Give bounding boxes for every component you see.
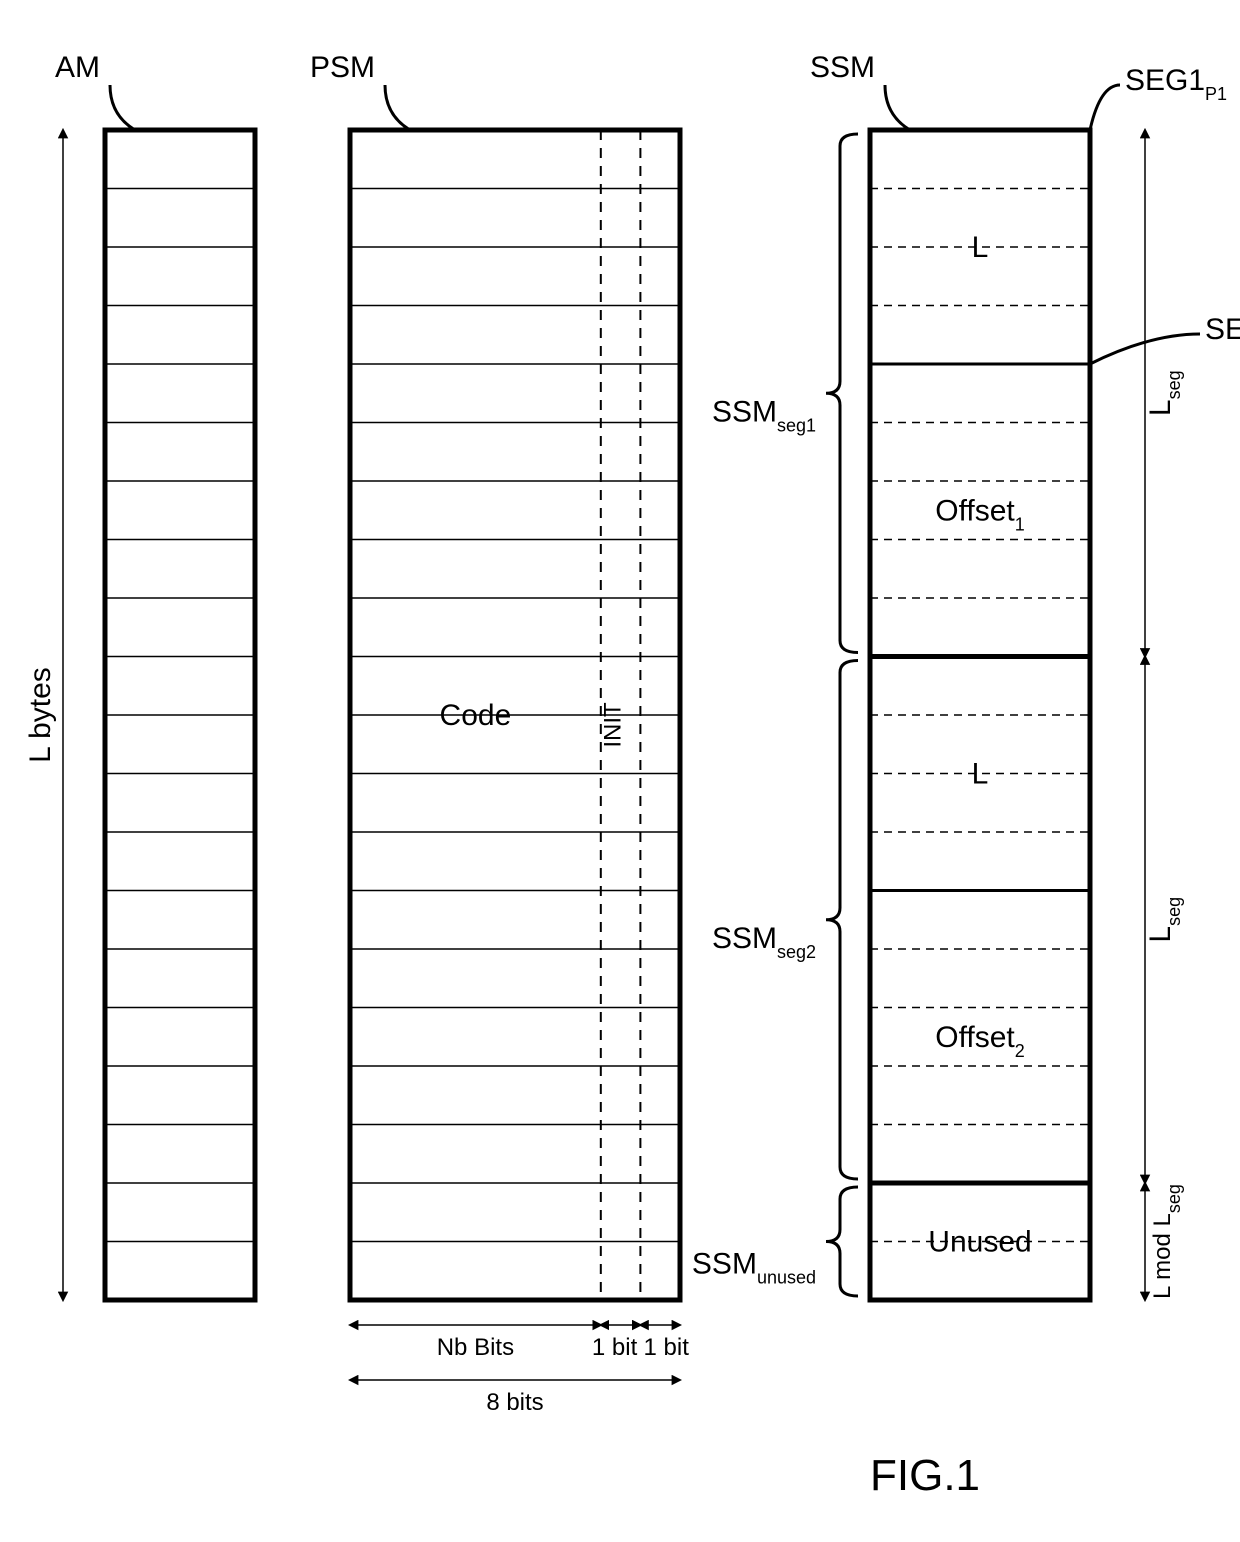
seg-ptr-bot: SEG1P2	[1205, 313, 1240, 353]
psm-init-label: INIT	[600, 702, 627, 748]
ssm-lseg-0: Lseg	[1144, 370, 1184, 416]
am-lbytes: L bytes	[24, 667, 57, 763]
ssm-lmod: L mod Lseg	[1149, 1184, 1184, 1299]
psm-1bit-a: 1 bit	[592, 1334, 638, 1361]
ssm-lseg-1: Lseg	[1144, 897, 1184, 943]
ssm-label: SSM	[810, 51, 875, 84]
ssm-L-0: L	[972, 231, 989, 264]
figure: AM L bytes PSM Code INIT Nb Bits 1 bit1 bit 8 b…	[0, 0, 1240, 1542]
psm-code-label: Code	[440, 699, 512, 732]
ssm-L-1: L	[972, 758, 989, 791]
psm-8bits: 8 bits	[486, 1389, 543, 1416]
psm-label: PSM	[310, 51, 375, 84]
ssm-brace-label-1: SSMseg2	[712, 922, 816, 962]
psm-1bit-b: 1 bit	[644, 1334, 690, 1361]
figure-title: FIG.1	[870, 1451, 980, 1500]
psm-nbbits: Nb Bits	[437, 1334, 514, 1361]
ssm-brace-label-0: SSMseg1	[712, 395, 816, 435]
ssm-unused: Unused	[928, 1226, 1031, 1259]
seg-ptr-top: SEG1P1	[1125, 64, 1227, 104]
ssm-offset-1: Offset2	[935, 1021, 1025, 1061]
ssm-offset-0: Offset1	[935, 494, 1025, 534]
am-label: AM	[55, 51, 100, 84]
ssm-brace-unused: SSMunused	[692, 1248, 816, 1288]
